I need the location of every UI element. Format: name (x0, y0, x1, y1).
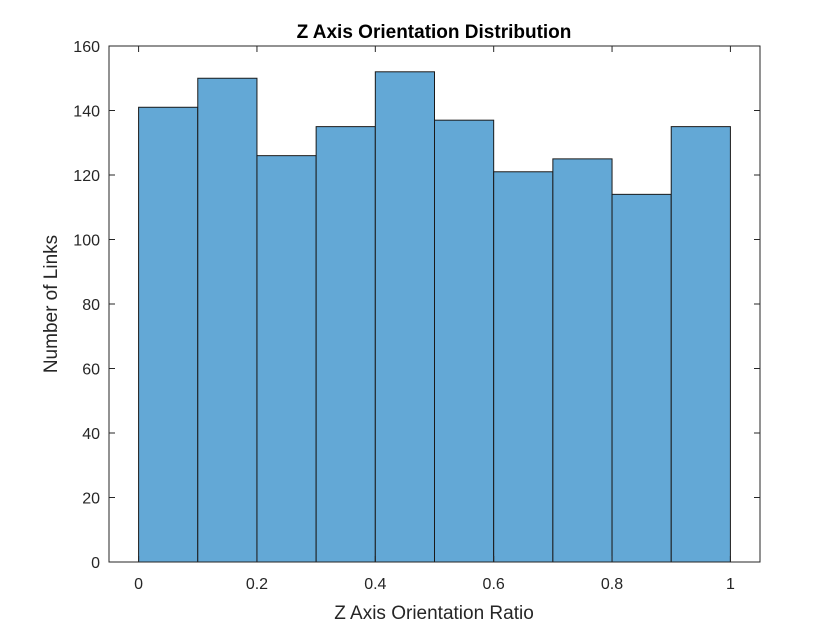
histogram-bar (197, 77, 258, 563)
y-tick-label: 80 (82, 297, 100, 314)
y-tick-label: 40 (82, 426, 100, 443)
x-tick-label: 0.8 (601, 576, 623, 593)
x-tick-label: 0.4 (364, 576, 386, 593)
histogram-bar (256, 155, 317, 563)
ticks-layer (109, 45, 760, 563)
histogram-bar (374, 71, 435, 563)
x-tick-label: 0.2 (246, 576, 268, 593)
x-axis-label: Z Axis Orientation Ratio (334, 603, 534, 624)
bars-layer (138, 71, 731, 563)
histogram-bar (611, 193, 672, 563)
chart-title: Z Axis Orientation Distribution (297, 22, 572, 43)
y-tick-label: 140 (73, 104, 100, 121)
histogram-bar (434, 119, 495, 563)
y-axis-label: Number of Links (41, 235, 62, 373)
y-tick-label: 120 (73, 168, 100, 185)
histogram-bar (315, 126, 376, 563)
histogram-bar (552, 158, 613, 563)
y-tick-label: 160 (73, 39, 100, 56)
x-tick-label: 1 (726, 576, 735, 593)
y-tick-label: 60 (82, 362, 100, 379)
y-tick-label: 20 (82, 491, 100, 508)
x-tick-label: 0.6 (483, 576, 505, 593)
x-tick-label: 0 (134, 576, 143, 593)
histogram-bar (670, 126, 731, 563)
y-tick-label: 100 (73, 233, 100, 250)
tick-labels-layer: 0 0.2 0.4 0.6 0.8 1 0 20 40 60 80 100 120 140 160 (73, 39, 735, 593)
histogram-bar (493, 171, 554, 563)
y-tick-label: 0 (91, 555, 100, 572)
histogram-bar (138, 106, 199, 563)
